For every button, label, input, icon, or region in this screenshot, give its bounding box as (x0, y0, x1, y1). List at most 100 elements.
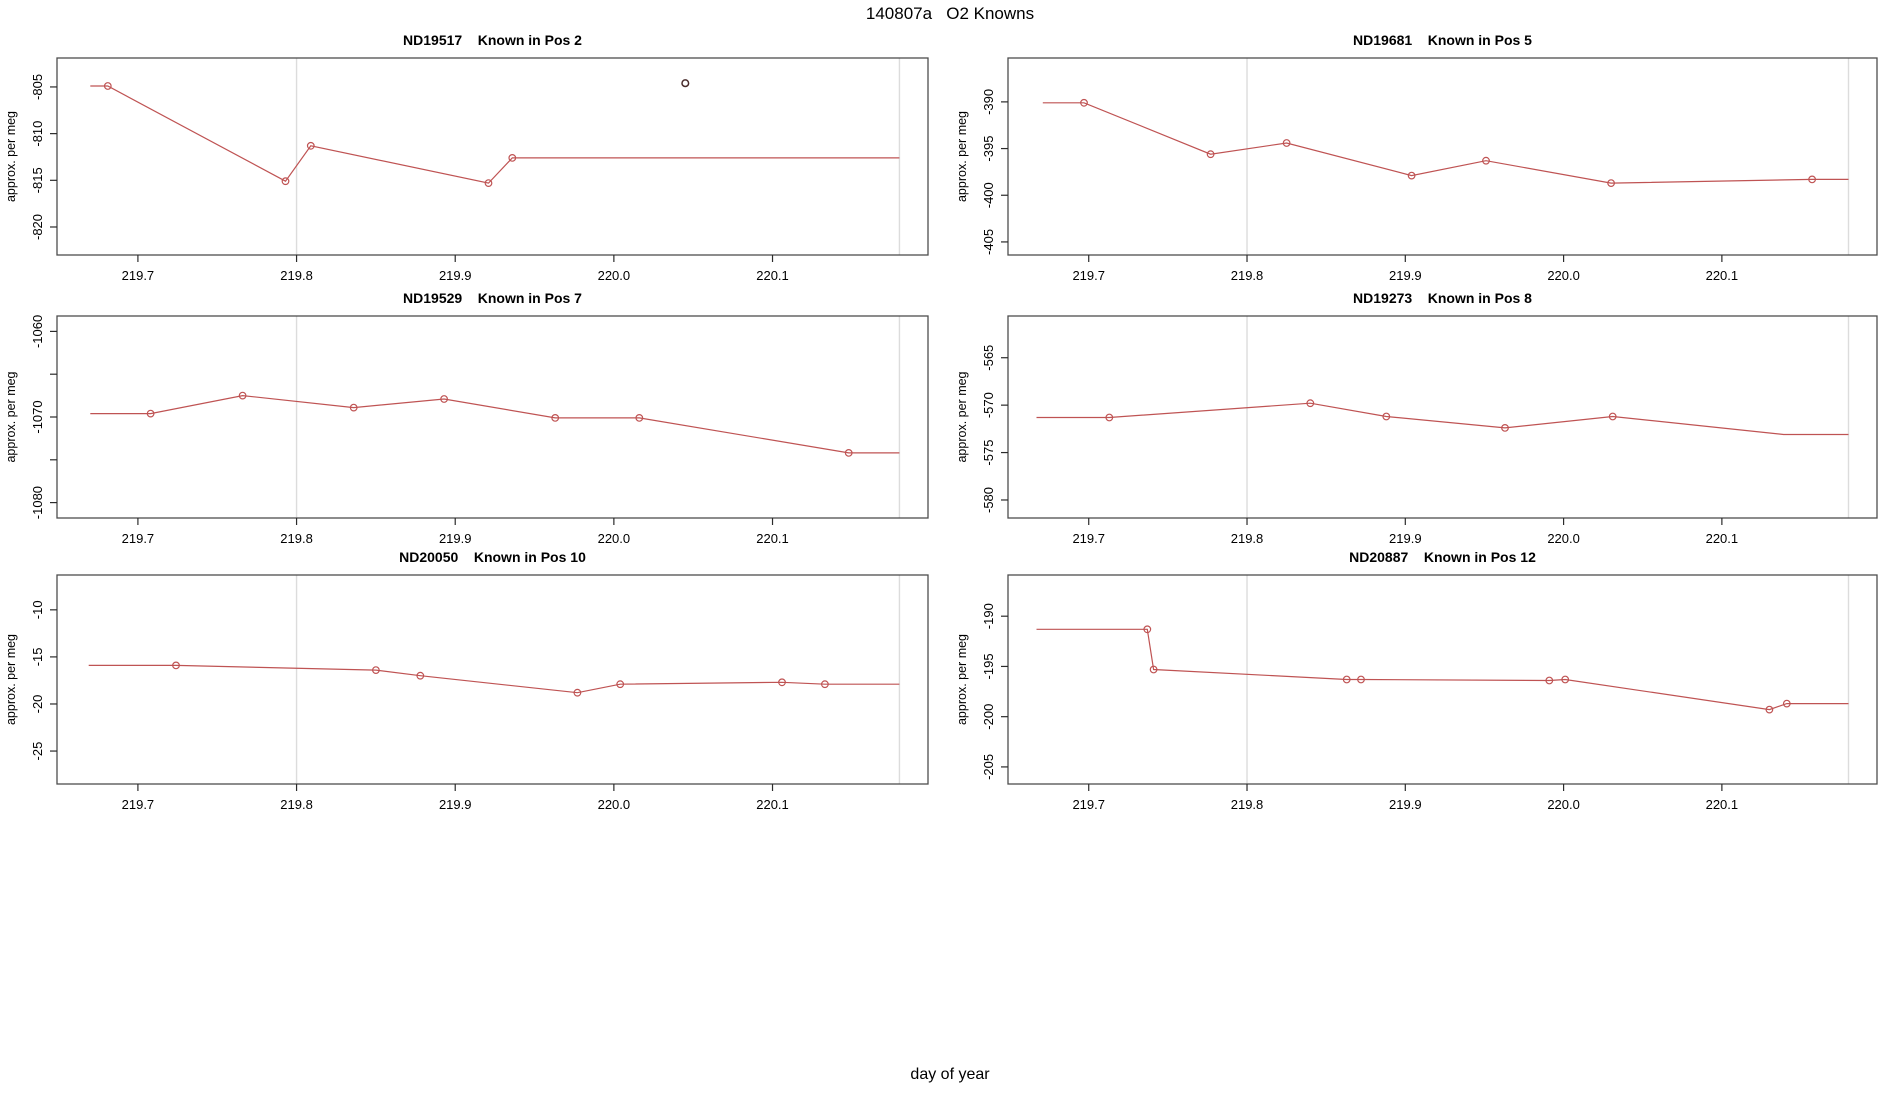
x-tick-label: 219.7 (1072, 531, 1105, 546)
y-tick-label: -1070 (30, 400, 45, 433)
subplot-6: -190 -195 -200 -205 219.7 219.8 219.9 220.0 220.… (955, 549, 1878, 812)
x-axis-title: day of year (910, 1066, 990, 1083)
data-point-marker (1607, 179, 1615, 188)
y-tick-label: -580 (981, 487, 996, 513)
plot-area-border (56, 315, 929, 519)
y-tick-label: -810 (30, 121, 45, 147)
y-tick-label: -200 (981, 704, 996, 730)
data-point-marker (172, 661, 180, 670)
x-tick-label: 220.1 (1706, 268, 1739, 283)
data-point-marker (306, 141, 315, 150)
y-tick-label: -15 (30, 648, 45, 667)
data-point-marker (1407, 171, 1416, 180)
subplot-2: -390 -395 -400 -405 219.7 219.8 219.9 220.0 220.… (955, 32, 1878, 283)
x-tick-label: 220.1 (1706, 531, 1739, 546)
y-tick-label: -205 (981, 754, 996, 780)
data-point-marker (1149, 665, 1158, 674)
y-axis-label: approx. per meg (4, 111, 18, 202)
y-tick-label: -20 (30, 695, 45, 714)
x-tick-label: 219.7 (122, 797, 155, 812)
y-tick-label: -10 (30, 600, 45, 619)
data-point-marker (440, 395, 449, 403)
data-point-marker (1561, 675, 1570, 684)
y-tick-label: -805 (30, 74, 45, 100)
plot-title: ND19529 Known in Pos 7 (403, 290, 582, 306)
x-tick-label: 220.1 (756, 268, 789, 283)
x-tick-label: 219.9 (439, 797, 472, 812)
y-tick-label: -815 (30, 167, 45, 193)
y-axis-label: approx. per meg (955, 371, 969, 462)
data-point-marker (1545, 676, 1554, 685)
subplot-5: -10 -15 -20 -25 219.7 219.8 219.9 220.0 220.1 app… (4, 549, 929, 812)
x-tick-label: 220.1 (1706, 797, 1739, 812)
data-point-marker (1608, 412, 1617, 421)
subplot-1: -805 -810 -815 -820 219.7 219.8 219.9 220.0 220.… (4, 32, 929, 283)
figure-title: 140807a O2 Knowns (865, 4, 1035, 23)
x-tick-label: 220.0 (1547, 797, 1580, 812)
x-tick-label: 219.7 (122, 531, 155, 546)
data-point-marker (103, 82, 112, 90)
x-tick-label: 220.0 (1547, 531, 1580, 546)
data-point-marker (616, 680, 625, 689)
data-point-marker (1306, 399, 1315, 408)
data-point-marker (1482, 156, 1490, 165)
outlier-point (681, 79, 690, 88)
data-point-marker (1782, 699, 1791, 708)
x-tick-label: 219.8 (280, 797, 313, 812)
data-point-marker (1357, 675, 1365, 684)
y-axis-label: approx. per meg (4, 371, 18, 462)
y-tick-label: -25 (30, 742, 45, 761)
series-line (1036, 402, 1849, 436)
data-point-marker (1501, 424, 1509, 432)
y-axis-label: approx. per meg (955, 111, 969, 202)
y-tick-label: -570 (981, 392, 996, 418)
data-point-marker (508, 153, 517, 162)
data-point-marker (551, 414, 560, 422)
plot-title: ND19517 Known in Pos 2 (403, 32, 582, 48)
x-tick-label: 220.0 (598, 268, 631, 283)
x-tick-label: 219.9 (439, 268, 472, 283)
y-tick-label: -395 (981, 136, 996, 162)
data-point-marker (778, 678, 786, 687)
data-point-marker (1765, 705, 1774, 714)
data-point-marker (1282, 139, 1291, 147)
x-tick-label: 219.7 (1072, 797, 1105, 812)
x-tick-label: 219.8 (280, 268, 313, 283)
data-point-marker (573, 688, 582, 697)
subplot-4: -565 -570 -575 -580 219.7 219.8 219.9 220.0 220.… (955, 290, 1878, 546)
y-tick-label: -820 (30, 214, 45, 240)
y-axis-label: approx. per meg (4, 634, 18, 725)
y-tick-label: -1060 (30, 315, 45, 348)
x-tick-label: 219.8 (1231, 797, 1264, 812)
data-point-marker (1382, 412, 1391, 421)
y-tick-label: -190 (981, 603, 996, 629)
data-point-marker (1080, 98, 1088, 107)
data-point-marker (1342, 675, 1351, 684)
y-tick-label: -195 (981, 653, 996, 679)
data-point-marker (821, 680, 829, 689)
data-point-marker (1143, 625, 1152, 634)
series-line (88, 664, 900, 694)
y-axis-label: approx. per meg (955, 634, 969, 725)
data-point-marker (1808, 175, 1816, 184)
data-point-marker (349, 403, 358, 412)
plot-area-border (56, 57, 929, 256)
x-tick-label: 220.0 (1547, 268, 1580, 283)
x-tick-label: 219.8 (1231, 531, 1264, 546)
plot-title: ND19681 Known in Pos 5 (1353, 32, 1532, 48)
x-tick-label: 219.9 (1389, 797, 1422, 812)
plot-area-border (1007, 315, 1878, 519)
series-line (1042, 102, 1849, 184)
data-point-marker (238, 391, 247, 400)
plot-title: ND19273 Known in Pos 8 (1353, 290, 1532, 306)
x-tick-label: 219.7 (122, 268, 155, 283)
x-tick-label: 219.8 (1231, 268, 1264, 283)
plot-area-border (56, 574, 929, 785)
series-line (90, 394, 900, 454)
data-point-marker (281, 177, 290, 186)
x-tick-label: 220.1 (756, 797, 789, 812)
data-point-marker (1206, 150, 1215, 159)
y-tick-label: -1080 (30, 486, 45, 519)
plot-area-border (1007, 57, 1878, 256)
